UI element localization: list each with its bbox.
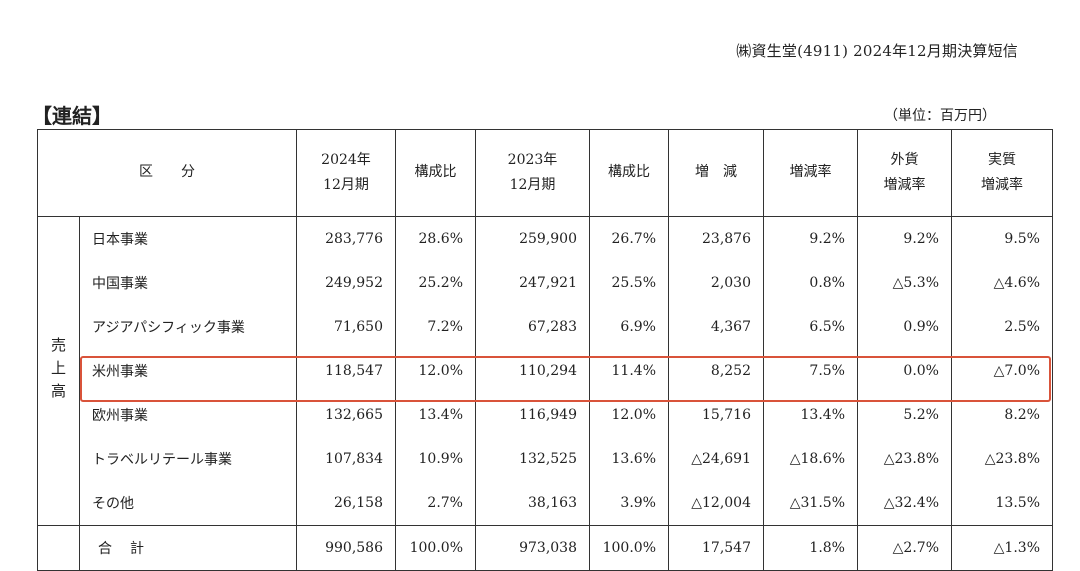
cell-change-rate: 6.5% bbox=[763, 305, 858, 349]
header-change-rate: 増減率 bbox=[763, 129, 858, 217]
header-change: 増 減 bbox=[668, 129, 764, 217]
segment-name: 欧州事業 bbox=[79, 393, 297, 437]
cell-ratio-2024: 100.0% bbox=[395, 525, 476, 571]
cell-fy2024: 990,586 bbox=[296, 525, 396, 571]
cell-real-rate: 13.5% bbox=[951, 481, 1053, 526]
cell-change: 17,547 bbox=[668, 525, 764, 571]
cell-real-rate: △4.6% bbox=[951, 261, 1053, 305]
header-category: 区 分 bbox=[37, 129, 297, 217]
cell-fx-rate: △23.8% bbox=[857, 437, 952, 481]
cell-ratio-2023: 6.9% bbox=[589, 305, 669, 349]
cell-fx-rate: △32.4% bbox=[857, 481, 952, 526]
cell-ratio-2024: 13.4% bbox=[395, 393, 476, 437]
row-group-label-sales: 売上高 bbox=[37, 216, 80, 526]
table-row: 売上高 日本事業 283,776 28.6% 259,900 26.7% 23,… bbox=[37, 216, 1053, 526]
header-ratio-2023: 構成比 bbox=[589, 129, 669, 217]
cell-change: 15,716 bbox=[668, 393, 764, 437]
cell-ratio-2023: 100.0% bbox=[589, 525, 669, 571]
cell-fx-rate: 9.2% bbox=[857, 216, 952, 261]
total-row: 合計 990,586 100.0% 973,038 100.0% 17,547 … bbox=[37, 525, 1053, 571]
header-real-change-rate: 実質 増減率 bbox=[951, 129, 1053, 217]
cell-fy2024: 283,776 bbox=[296, 216, 396, 261]
cell-fy2024: 107,834 bbox=[296, 437, 396, 481]
header-fy2023: 2023年 12月期 bbox=[475, 129, 590, 217]
cell-fy2023: 38,163 bbox=[475, 481, 590, 526]
cell-ratio-2024: 25.2% bbox=[395, 261, 476, 305]
cell-fy2023: 116,949 bbox=[475, 393, 590, 437]
cell-fy2023: 67,283 bbox=[475, 305, 590, 349]
cell-fy2023: 110,294 bbox=[475, 349, 590, 393]
cell-real-rate: △1.3% bbox=[951, 525, 1053, 571]
section-title: 【連結】 bbox=[32, 104, 112, 128]
cell-real-rate: 2.5% bbox=[951, 305, 1053, 349]
cell-change: 23,876 bbox=[668, 216, 764, 261]
cell-ratio-2023: 25.5% bbox=[589, 261, 669, 305]
cell-change: 4,367 bbox=[668, 305, 764, 349]
cell-fx-rate: 5.2% bbox=[857, 393, 952, 437]
cell-fy2023: 132,525 bbox=[475, 437, 590, 481]
cell-real-rate: △23.8% bbox=[951, 437, 1053, 481]
cell-ratio-2024: 10.9% bbox=[395, 437, 476, 481]
cell-change: 2,030 bbox=[668, 261, 764, 305]
segment-name: 米州事業 bbox=[79, 349, 297, 393]
header-fy2024: 2024年 12月期 bbox=[296, 129, 396, 217]
cell-fy2024: 71,650 bbox=[296, 305, 396, 349]
cell-fy2023: 259,900 bbox=[475, 216, 590, 261]
table-row: 欧州事業 132,665 13.4% 116,949 12.0% 15,716 … bbox=[38, 393, 1053, 437]
cell-real-rate: △7.0% bbox=[951, 349, 1053, 393]
cell-ratio-2023: 13.6% bbox=[589, 437, 669, 481]
cell-change: 8,252 bbox=[668, 349, 764, 393]
header-fx-change-rate: 外貨 増減率 bbox=[857, 129, 952, 217]
cell-ratio-2023: 11.4% bbox=[589, 349, 669, 393]
cell-fy2023: 247,921 bbox=[475, 261, 590, 305]
table-row: その他 26,158 2.7% 38,163 3.9% △12,004 △31.… bbox=[38, 481, 1053, 526]
cell-ratio-2023: 12.0% bbox=[589, 393, 669, 437]
cell-ratio-2024: 2.7% bbox=[395, 481, 476, 526]
segment-name: 日本事業 bbox=[79, 216, 297, 261]
cell-change-rate: 0.8% bbox=[763, 261, 858, 305]
cell-change-rate: 9.2% bbox=[763, 216, 858, 261]
cell-change: △12,004 bbox=[668, 481, 764, 526]
cell-change: △24,691 bbox=[668, 437, 764, 481]
total-label: 合計 bbox=[79, 525, 297, 571]
cell-ratio-2024: 12.0% bbox=[395, 349, 476, 393]
cell-ratio-2024: 28.6% bbox=[395, 216, 476, 261]
cell-fy2024: 26,158 bbox=[296, 481, 396, 526]
cell-ratio-2024: 7.2% bbox=[395, 305, 476, 349]
cell-change-rate: 13.4% bbox=[763, 393, 858, 437]
cell-fx-rate: 0.9% bbox=[857, 305, 952, 349]
table-row: 中国事業 249,952 25.2% 247,921 25.5% 2,030 0… bbox=[38, 261, 1053, 305]
cell-fx-rate: △2.7% bbox=[857, 525, 952, 571]
cell-fy2023: 973,038 bbox=[475, 525, 590, 571]
consolidated-sales-table: 区 分 2024年 12月期 構成比 2023年 12月期 構成比 増 減 増減率 … bbox=[37, 129, 1053, 571]
cell-change-rate: 1.8% bbox=[763, 525, 858, 571]
table-row: トラベルリテール事業 107,834 10.9% 132,525 13.6% △… bbox=[38, 437, 1053, 481]
cell-real-rate: 8.2% bbox=[951, 393, 1053, 437]
cell-fx-rate: △5.3% bbox=[857, 261, 952, 305]
cell-change-rate: △31.5% bbox=[763, 481, 858, 526]
header-ratio-2024: 構成比 bbox=[395, 129, 476, 217]
cell-fy2024: 249,952 bbox=[296, 261, 396, 305]
segment-name: 中国事業 bbox=[79, 261, 297, 305]
table-row-highlighted: 米州事業 118,547 12.0% 110,294 11.4% 8,252 7… bbox=[38, 349, 1053, 393]
cell-fy2024: 118,547 bbox=[296, 349, 396, 393]
cell-change-rate: △18.6% bbox=[763, 437, 858, 481]
segment-name: トラベルリテール事業 bbox=[79, 437, 297, 481]
header-row: 区 分 2024年 12月期 構成比 2023年 12月期 構成比 増 減 増減率 … bbox=[37, 129, 1053, 217]
total-row-spacer bbox=[37, 525, 80, 571]
document-header: ㈱資生堂(4911) 2024年12月期決算短信 bbox=[736, 42, 1018, 60]
cell-ratio-2023: 26.7% bbox=[589, 216, 669, 261]
cell-real-rate: 9.5% bbox=[951, 216, 1053, 261]
segment-name: アジアパシフィック事業 bbox=[79, 305, 297, 349]
cell-change-rate: 7.5% bbox=[763, 349, 858, 393]
cell-ratio-2023: 3.9% bbox=[589, 481, 669, 526]
unit-note: （単位：百万円） bbox=[884, 108, 996, 124]
table-row: アジアパシフィック事業 71,650 7.2% 67,283 6.9% 4,36… bbox=[38, 305, 1053, 349]
segment-name: その他 bbox=[79, 481, 297, 526]
cell-fy2024: 132,665 bbox=[296, 393, 396, 437]
cell-fx-rate: 0.0% bbox=[857, 349, 952, 393]
